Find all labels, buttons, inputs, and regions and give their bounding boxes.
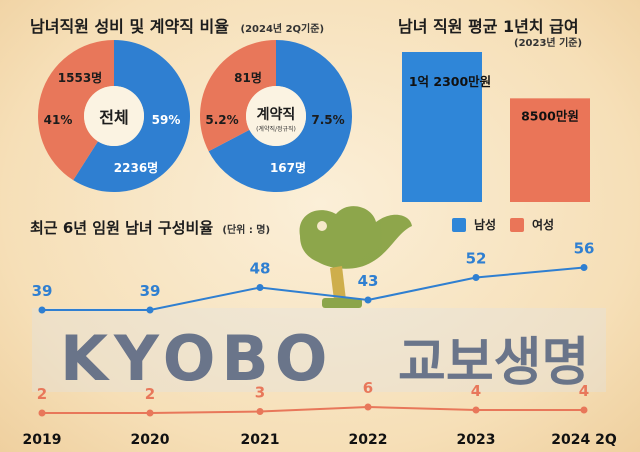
- trend-x-tick-label: 2024 2Q: [551, 432, 617, 448]
- legend-male: 남성: [452, 216, 496, 233]
- trend-point-male: [146, 306, 154, 314]
- donut-contract-center-sublabel: (계약직/정규직): [256, 125, 296, 133]
- donut-chart-total: 전체 59% 2236명 41% 1553명: [37, 40, 190, 192]
- salary-bar-label-female: 8500만원: [521, 108, 579, 123]
- trend-value-label-female: 6: [363, 379, 373, 397]
- logo-text-kr: 교보생명: [398, 333, 589, 393]
- salary-bar-chart: 1억 2300만원 8500만원: [402, 52, 590, 202]
- logo-text-en: KYOBO: [60, 322, 333, 395]
- trend-line-female: [42, 405, 584, 414]
- donut-total-male-pct: 59%: [152, 113, 181, 127]
- trend-x-tick-label: 2021: [241, 432, 280, 448]
- trend-x-tick-label: 2022: [349, 432, 388, 448]
- legend-female-label: 여성: [532, 218, 555, 232]
- trend-point-male: [472, 274, 480, 281]
- donut-contract-female-pct: 5.2%: [205, 113, 238, 127]
- section-title-trend: 최근 6년 임원 남녀 구성비율 (단위 : 명): [30, 217, 270, 238]
- donut-contract-slice-female: [200, 40, 276, 152]
- donut-total-female-pct: 41%: [44, 113, 73, 127]
- trend-point-female: [38, 409, 46, 417]
- donut-total-center-label: 전체: [99, 108, 128, 127]
- salary-title: 남녀 직원 평균 1년치 급여: [398, 17, 579, 36]
- legend-male-label: 남성: [474, 218, 497, 232]
- trend-point-female: [146, 409, 154, 417]
- trend-value-label-female: 2: [37, 385, 47, 403]
- trend-x-tick-label: 2019: [23, 432, 62, 448]
- donut-total-hole: [84, 86, 144, 146]
- trend-point-male: [580, 264, 588, 271]
- donut-total-male-count: 2236명: [114, 161, 158, 175]
- salary-bar-male: [402, 52, 482, 202]
- donut-contract-center-label: 계약직: [257, 106, 296, 123]
- donut-contract-male-count: 167명: [270, 161, 306, 175]
- donut-chart-contract: 계약직 (계약직/정규직) 7.5% 167명 5.2% 81명: [200, 40, 352, 192]
- legend-female: 여성: [510, 216, 554, 233]
- donut-total-female-count: 1553명: [58, 71, 102, 85]
- trend-x-tick-label: 2020: [131, 432, 170, 448]
- trend-line-male: [42, 266, 585, 311]
- trend-point-male: [38, 306, 46, 314]
- trend-point-female: [256, 408, 264, 415]
- donut-contract-male-pct: 7.5%: [311, 113, 344, 127]
- trend-value-label-male: 39: [140, 282, 161, 300]
- trend-point-female: [580, 406, 588, 414]
- trend-value-label-female: 4: [471, 382, 481, 400]
- legend-female-swatch: [510, 217, 524, 232]
- trend-point-female: [472, 406, 480, 414]
- trend-value-label-male: 52: [466, 250, 487, 268]
- trend-value-label-male: 56: [574, 240, 595, 258]
- trend-value-label-male: 48: [250, 260, 271, 278]
- donut-total-slice-male: [73, 40, 190, 192]
- salary-subtitle: (2023년 기준): [514, 38, 583, 49]
- trend-value-label-male: 39: [32, 282, 53, 300]
- trend-x-tick-label: 2023: [457, 432, 496, 448]
- section-title-ratio: 남녀직원 성비 및 계약직 비율 (2024년 2Q기준): [30, 13, 324, 37]
- trend-value-label-male: 43: [358, 272, 379, 290]
- trend-value-label-female: 3: [255, 384, 265, 402]
- salary-bar-label-male: 1억 2300만원: [409, 74, 491, 89]
- trend-value-label-female: 2: [145, 385, 155, 403]
- trend-point-male: [256, 284, 264, 291]
- ratio-subtitle: (2024년 2Q기준): [240, 24, 325, 35]
- trend-unit: (단위 : 명): [222, 225, 271, 236]
- trend-point-male: [364, 296, 372, 304]
- salary-bar-female: [510, 98, 590, 202]
- kyobo-bird-logo: [299, 206, 412, 308]
- donut-contract-female-count: 81명: [234, 71, 262, 85]
- trend-point-female: [364, 403, 372, 411]
- ratio-title: 남녀직원 성비 및 계약직 비율: [30, 17, 229, 36]
- legend-male-swatch: [452, 217, 466, 232]
- donut-contract-slice-male: [208, 40, 352, 192]
- donut-total-slice-female: [37, 40, 114, 181]
- executive-trend-line-chart: 39 39 48 43 52 56 2 2 3 6 4 4 2019 2020 2021 2022 2023 20…: [23, 240, 617, 448]
- donut-contract-hole: [246, 86, 306, 146]
- trend-title: 최근 6년 임원 남녀 구성비율: [30, 219, 214, 237]
- trend-value-label-female: 4: [579, 382, 589, 400]
